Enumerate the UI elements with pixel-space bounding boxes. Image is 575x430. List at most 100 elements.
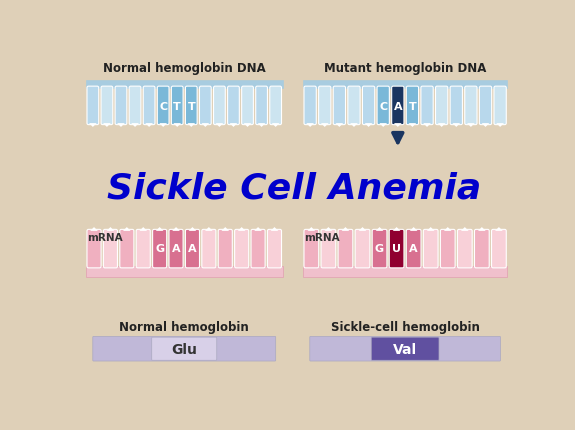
FancyBboxPatch shape <box>169 230 183 268</box>
Polygon shape <box>365 124 373 128</box>
FancyBboxPatch shape <box>185 87 197 126</box>
FancyBboxPatch shape <box>200 87 211 126</box>
Text: Glu: Glu <box>171 342 197 356</box>
FancyBboxPatch shape <box>101 87 113 126</box>
Polygon shape <box>89 124 97 128</box>
Polygon shape <box>461 227 469 231</box>
FancyBboxPatch shape <box>129 87 141 126</box>
FancyBboxPatch shape <box>362 87 375 126</box>
Polygon shape <box>478 227 486 231</box>
FancyBboxPatch shape <box>407 230 421 268</box>
Text: U: U <box>392 243 401 253</box>
Text: C: C <box>159 102 167 112</box>
Polygon shape <box>189 227 196 231</box>
Polygon shape <box>205 227 213 231</box>
FancyBboxPatch shape <box>465 87 477 126</box>
FancyBboxPatch shape <box>494 87 506 126</box>
Text: A: A <box>393 102 402 112</box>
Polygon shape <box>187 124 195 128</box>
FancyBboxPatch shape <box>372 230 387 268</box>
Polygon shape <box>103 124 111 128</box>
Polygon shape <box>139 227 147 231</box>
FancyBboxPatch shape <box>304 87 316 126</box>
Polygon shape <box>359 227 366 231</box>
FancyBboxPatch shape <box>423 230 438 268</box>
Polygon shape <box>159 124 167 128</box>
Polygon shape <box>123 227 131 231</box>
Polygon shape <box>145 124 153 128</box>
Polygon shape <box>238 227 246 231</box>
FancyBboxPatch shape <box>371 338 439 360</box>
Polygon shape <box>271 227 278 231</box>
Polygon shape <box>308 227 315 231</box>
FancyBboxPatch shape <box>348 87 360 126</box>
Polygon shape <box>393 227 400 231</box>
FancyBboxPatch shape <box>321 230 336 268</box>
Polygon shape <box>221 227 229 231</box>
FancyBboxPatch shape <box>251 230 265 268</box>
FancyBboxPatch shape <box>242 87 254 126</box>
Text: A: A <box>409 243 418 253</box>
Polygon shape <box>216 124 223 128</box>
Polygon shape <box>375 227 384 231</box>
Text: Val: Val <box>393 342 417 356</box>
FancyBboxPatch shape <box>228 87 239 126</box>
Polygon shape <box>229 124 237 128</box>
FancyBboxPatch shape <box>120 230 134 268</box>
Polygon shape <box>444 227 451 231</box>
Polygon shape <box>482 124 489 128</box>
Text: C: C <box>379 102 388 112</box>
FancyBboxPatch shape <box>115 87 127 126</box>
FancyBboxPatch shape <box>218 230 232 268</box>
FancyBboxPatch shape <box>202 230 216 268</box>
FancyBboxPatch shape <box>407 87 419 126</box>
Polygon shape <box>342 227 350 231</box>
FancyBboxPatch shape <box>152 230 167 268</box>
Text: mRNA: mRNA <box>304 233 340 243</box>
Polygon shape <box>427 227 435 231</box>
Text: Mutant hemoglobin DNA: Mutant hemoglobin DNA <box>324 62 486 75</box>
Polygon shape <box>201 124 209 128</box>
FancyBboxPatch shape <box>303 81 507 89</box>
Polygon shape <box>453 124 460 128</box>
Text: G: G <box>375 243 384 253</box>
FancyBboxPatch shape <box>389 230 404 268</box>
Polygon shape <box>106 227 114 231</box>
FancyBboxPatch shape <box>338 230 353 268</box>
Polygon shape <box>495 227 503 231</box>
FancyBboxPatch shape <box>310 337 500 361</box>
FancyBboxPatch shape <box>270 87 282 126</box>
FancyBboxPatch shape <box>319 87 331 126</box>
FancyBboxPatch shape <box>87 87 99 126</box>
Polygon shape <box>350 124 358 128</box>
FancyBboxPatch shape <box>480 87 492 126</box>
Polygon shape <box>172 227 180 231</box>
FancyBboxPatch shape <box>152 338 217 360</box>
Text: T: T <box>187 102 195 112</box>
FancyBboxPatch shape <box>213 87 225 126</box>
Polygon shape <box>173 124 181 128</box>
FancyBboxPatch shape <box>474 230 489 268</box>
FancyBboxPatch shape <box>377 87 389 126</box>
FancyBboxPatch shape <box>492 230 506 268</box>
Polygon shape <box>410 227 417 231</box>
Polygon shape <box>258 124 266 128</box>
Polygon shape <box>324 227 332 231</box>
FancyBboxPatch shape <box>158 87 169 126</box>
FancyBboxPatch shape <box>235 230 249 268</box>
Text: G: G <box>155 243 164 253</box>
FancyBboxPatch shape <box>256 87 267 126</box>
Polygon shape <box>90 227 98 231</box>
FancyBboxPatch shape <box>136 230 150 268</box>
Polygon shape <box>244 124 251 128</box>
Polygon shape <box>306 124 314 128</box>
Polygon shape <box>117 124 125 128</box>
FancyBboxPatch shape <box>86 267 283 277</box>
Text: A: A <box>188 243 197 253</box>
Text: Normal hemoglobin: Normal hemoglobin <box>120 320 249 333</box>
Text: Normal hemoglobin DNA: Normal hemoglobin DNA <box>103 62 266 75</box>
Polygon shape <box>394 124 402 128</box>
Polygon shape <box>467 124 475 128</box>
FancyBboxPatch shape <box>334 87 346 126</box>
Text: Sickle Cell Anemia: Sickle Cell Anemia <box>107 172 481 205</box>
